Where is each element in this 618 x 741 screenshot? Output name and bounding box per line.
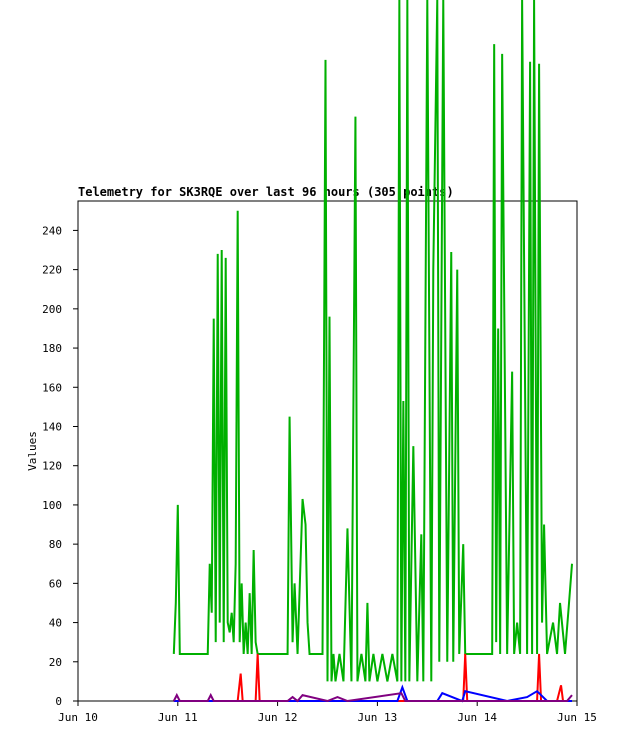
x-tick-label: Jun 15: [557, 711, 597, 724]
y-tick-label: 240: [42, 224, 62, 237]
x-tick-label: Jun 10: [58, 711, 98, 724]
y-tick-label: 0: [55, 695, 62, 708]
x-tick-label: Jun 14: [457, 711, 497, 724]
x-tick-label: Jun 13: [358, 711, 398, 724]
y-axis-label: Values: [26, 431, 39, 471]
y-tick-label: 140: [42, 420, 62, 433]
y-tick-label: 200: [42, 303, 62, 316]
y-tick-label: 120: [42, 460, 62, 473]
y-tick-label: 180: [42, 342, 62, 355]
y-tick-label: 60: [49, 577, 62, 590]
y-tick-label: 40: [49, 617, 62, 630]
y-tick-label: 160: [42, 381, 62, 394]
y-tick-label: 220: [42, 264, 62, 277]
y-tick-label: 80: [49, 538, 62, 551]
chart-title: Telemetry for SK3RQE over last 96 hours …: [78, 185, 454, 199]
series-line: [173, 684, 573, 703]
series-line: [172, 0, 574, 682]
y-tick-label: 20: [49, 656, 62, 669]
x-tick-label: Jun 12: [258, 711, 298, 724]
x-tick-label: Jun 11: [158, 711, 198, 724]
series-line: [173, 653, 573, 702]
y-tick-label: 100: [42, 499, 62, 512]
series-line: [172, 692, 573, 703]
